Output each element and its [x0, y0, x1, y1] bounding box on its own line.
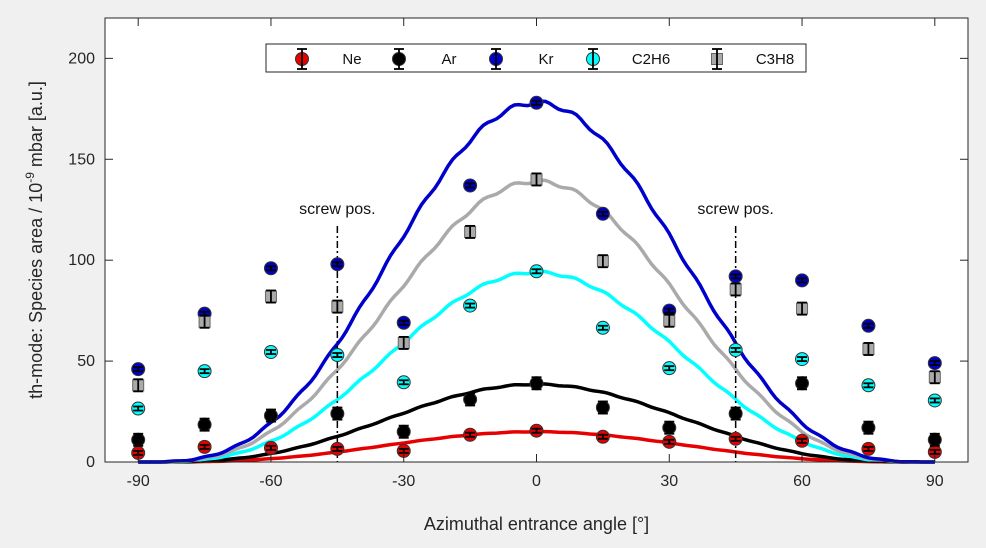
data-point	[662, 420, 677, 435]
data-point	[861, 420, 876, 435]
legend-label: C3H8	[756, 51, 794, 68]
legend-item-c3h8: C3H8	[711, 48, 794, 70]
series-ar	[131, 376, 942, 447]
data-point	[464, 224, 477, 239]
data-point	[198, 314, 211, 329]
data-point	[131, 362, 146, 377]
y-tick-label: 100	[68, 252, 95, 269]
data-point	[263, 440, 278, 455]
data-points	[131, 95, 942, 460]
data-point	[927, 393, 942, 408]
legend-item-ar: Ar	[392, 48, 457, 70]
axis-ticks: -90 -60 -30 0 30 60 90 0 50 100 150 200	[68, 18, 968, 490]
data-point	[463, 392, 478, 407]
data-point	[529, 423, 544, 438]
data-point	[728, 269, 743, 284]
series-c3h8	[132, 172, 941, 393]
data-point	[197, 364, 212, 379]
data-point	[530, 172, 543, 187]
data-point	[263, 408, 278, 423]
y-tick-label: 200	[68, 50, 95, 67]
y-tick-label: 0	[86, 454, 95, 471]
legend-label: Kr	[539, 51, 554, 68]
screw-annotations: screw pos. screw pos.	[299, 201, 774, 462]
data-point	[463, 427, 478, 442]
legend-label: C2H6	[632, 51, 670, 68]
data-point	[862, 342, 875, 356]
data-point	[330, 257, 345, 272]
x-tick-label: 60	[793, 473, 811, 490]
y-tick-label: 50	[77, 353, 95, 370]
data-point	[795, 352, 810, 367]
legend: Ne Ar Kr C2H6 C3H8	[265, 43, 807, 73]
legend-item-c2h6: C2H6	[586, 48, 670, 70]
data-point	[662, 361, 677, 376]
data-point	[263, 345, 278, 360]
data-point	[595, 320, 610, 335]
plot-area	[105, 18, 968, 462]
data-point	[396, 315, 411, 330]
data-point	[131, 401, 146, 416]
data-point	[595, 429, 610, 444]
x-tick-label: 90	[926, 473, 944, 490]
data-point	[263, 261, 278, 276]
data-point	[928, 370, 941, 385]
data-point	[927, 432, 942, 447]
legend-item-kr: Kr	[489, 48, 554, 70]
data-point	[529, 264, 544, 279]
data-point	[728, 406, 743, 421]
data-point	[330, 406, 345, 421]
data-point	[132, 378, 145, 393]
data-point	[728, 431, 743, 446]
data-point	[595, 206, 610, 221]
data-point	[397, 335, 410, 350]
y-axis-title-unit: mbar [a.u.]	[26, 81, 46, 172]
data-point	[861, 378, 876, 393]
data-point	[330, 441, 345, 456]
data-point	[197, 439, 212, 454]
data-point	[396, 424, 411, 439]
data-point	[663, 313, 676, 328]
data-point	[927, 444, 942, 459]
data-point	[861, 441, 876, 456]
y-axis-title-exponent: -9	[23, 172, 37, 183]
data-point	[795, 273, 810, 288]
data-point	[131, 432, 146, 447]
data-point	[264, 289, 277, 304]
data-point	[728, 342, 743, 357]
x-tick-label: -30	[392, 473, 415, 490]
screw-label: screw pos.	[299, 201, 375, 218]
x-tick-label: -60	[259, 473, 282, 490]
data-point	[197, 417, 212, 432]
y-axis-title-main: th-mode: Species area / 10	[26, 183, 46, 399]
screw-label: screw pos.	[697, 201, 773, 218]
data-point	[463, 298, 478, 313]
data-point	[396, 375, 411, 390]
data-point	[729, 282, 742, 297]
data-point	[529, 95, 544, 110]
y-axis-title: th-mode: Species area / 10-9 mbar [a.u.]	[23, 81, 46, 399]
data-point	[927, 356, 942, 371]
data-point	[330, 348, 345, 363]
legend-label: Ne	[342, 51, 361, 68]
legend-label: Ar	[442, 51, 457, 68]
series-c2h6	[131, 264, 942, 416]
x-tick-label: -90	[127, 473, 150, 490]
legend-item-ne: Ne	[295, 48, 362, 70]
data-point	[331, 299, 344, 314]
x-tick-label: 30	[660, 473, 678, 490]
data-point	[795, 376, 810, 391]
data-point	[795, 433, 810, 448]
data-point	[796, 301, 809, 316]
data-point	[861, 318, 876, 333]
x-tick-label: 0	[532, 473, 541, 490]
y-tick-label: 150	[68, 151, 95, 168]
data-point	[463, 178, 478, 193]
data-point	[662, 434, 677, 449]
x-axis-title: Azimuthal entrance angle [°]	[424, 514, 649, 534]
data-point	[595, 400, 610, 415]
data-point	[529, 376, 544, 391]
data-point	[596, 254, 609, 269]
